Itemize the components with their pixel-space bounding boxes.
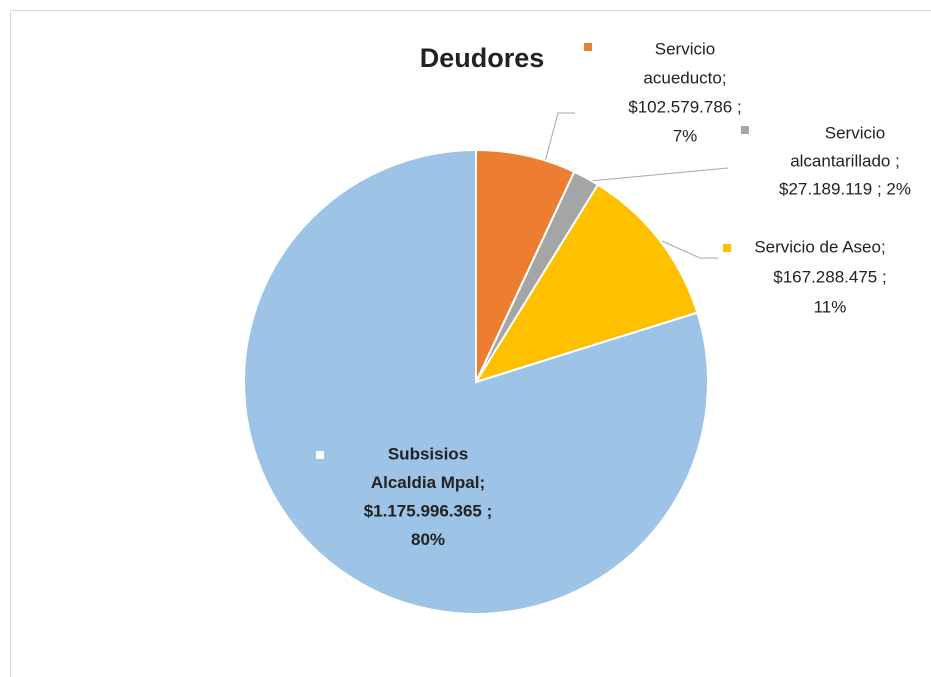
leader-line	[661, 240, 718, 259]
data-label: $1.175.996.365 ;	[364, 501, 493, 520]
data-label: $167.288.475 ;	[773, 267, 886, 286]
leader-line	[589, 167, 729, 182]
data-label: Servicio	[825, 123, 885, 142]
data-label: $102.579.786 ;	[628, 97, 741, 116]
data-label: 11%	[814, 297, 847, 316]
data-label: $27.189.119 ; 2%	[779, 179, 911, 198]
data-label: 80%	[411, 530, 445, 549]
label-marker	[741, 126, 749, 134]
data-label: Servicio de Aseo;	[754, 237, 885, 256]
pie-slice	[473, 183, 699, 384]
data-label: Subsisios	[388, 444, 468, 463]
data-label: 7%	[673, 126, 698, 145]
label-marker	[314, 449, 326, 461]
label-marker	[723, 244, 731, 252]
data-label: acueducto;	[643, 68, 726, 87]
data-label: Alcaldia Mpal;	[371, 473, 485, 492]
leader-line	[544, 112, 575, 163]
data-label: alcantarillado ;	[790, 151, 900, 170]
chart-title: Deudores	[420, 43, 545, 73]
pie-slice	[243, 148, 709, 615]
label-marker	[584, 43, 592, 51]
data-label: Servicio	[655, 39, 715, 58]
